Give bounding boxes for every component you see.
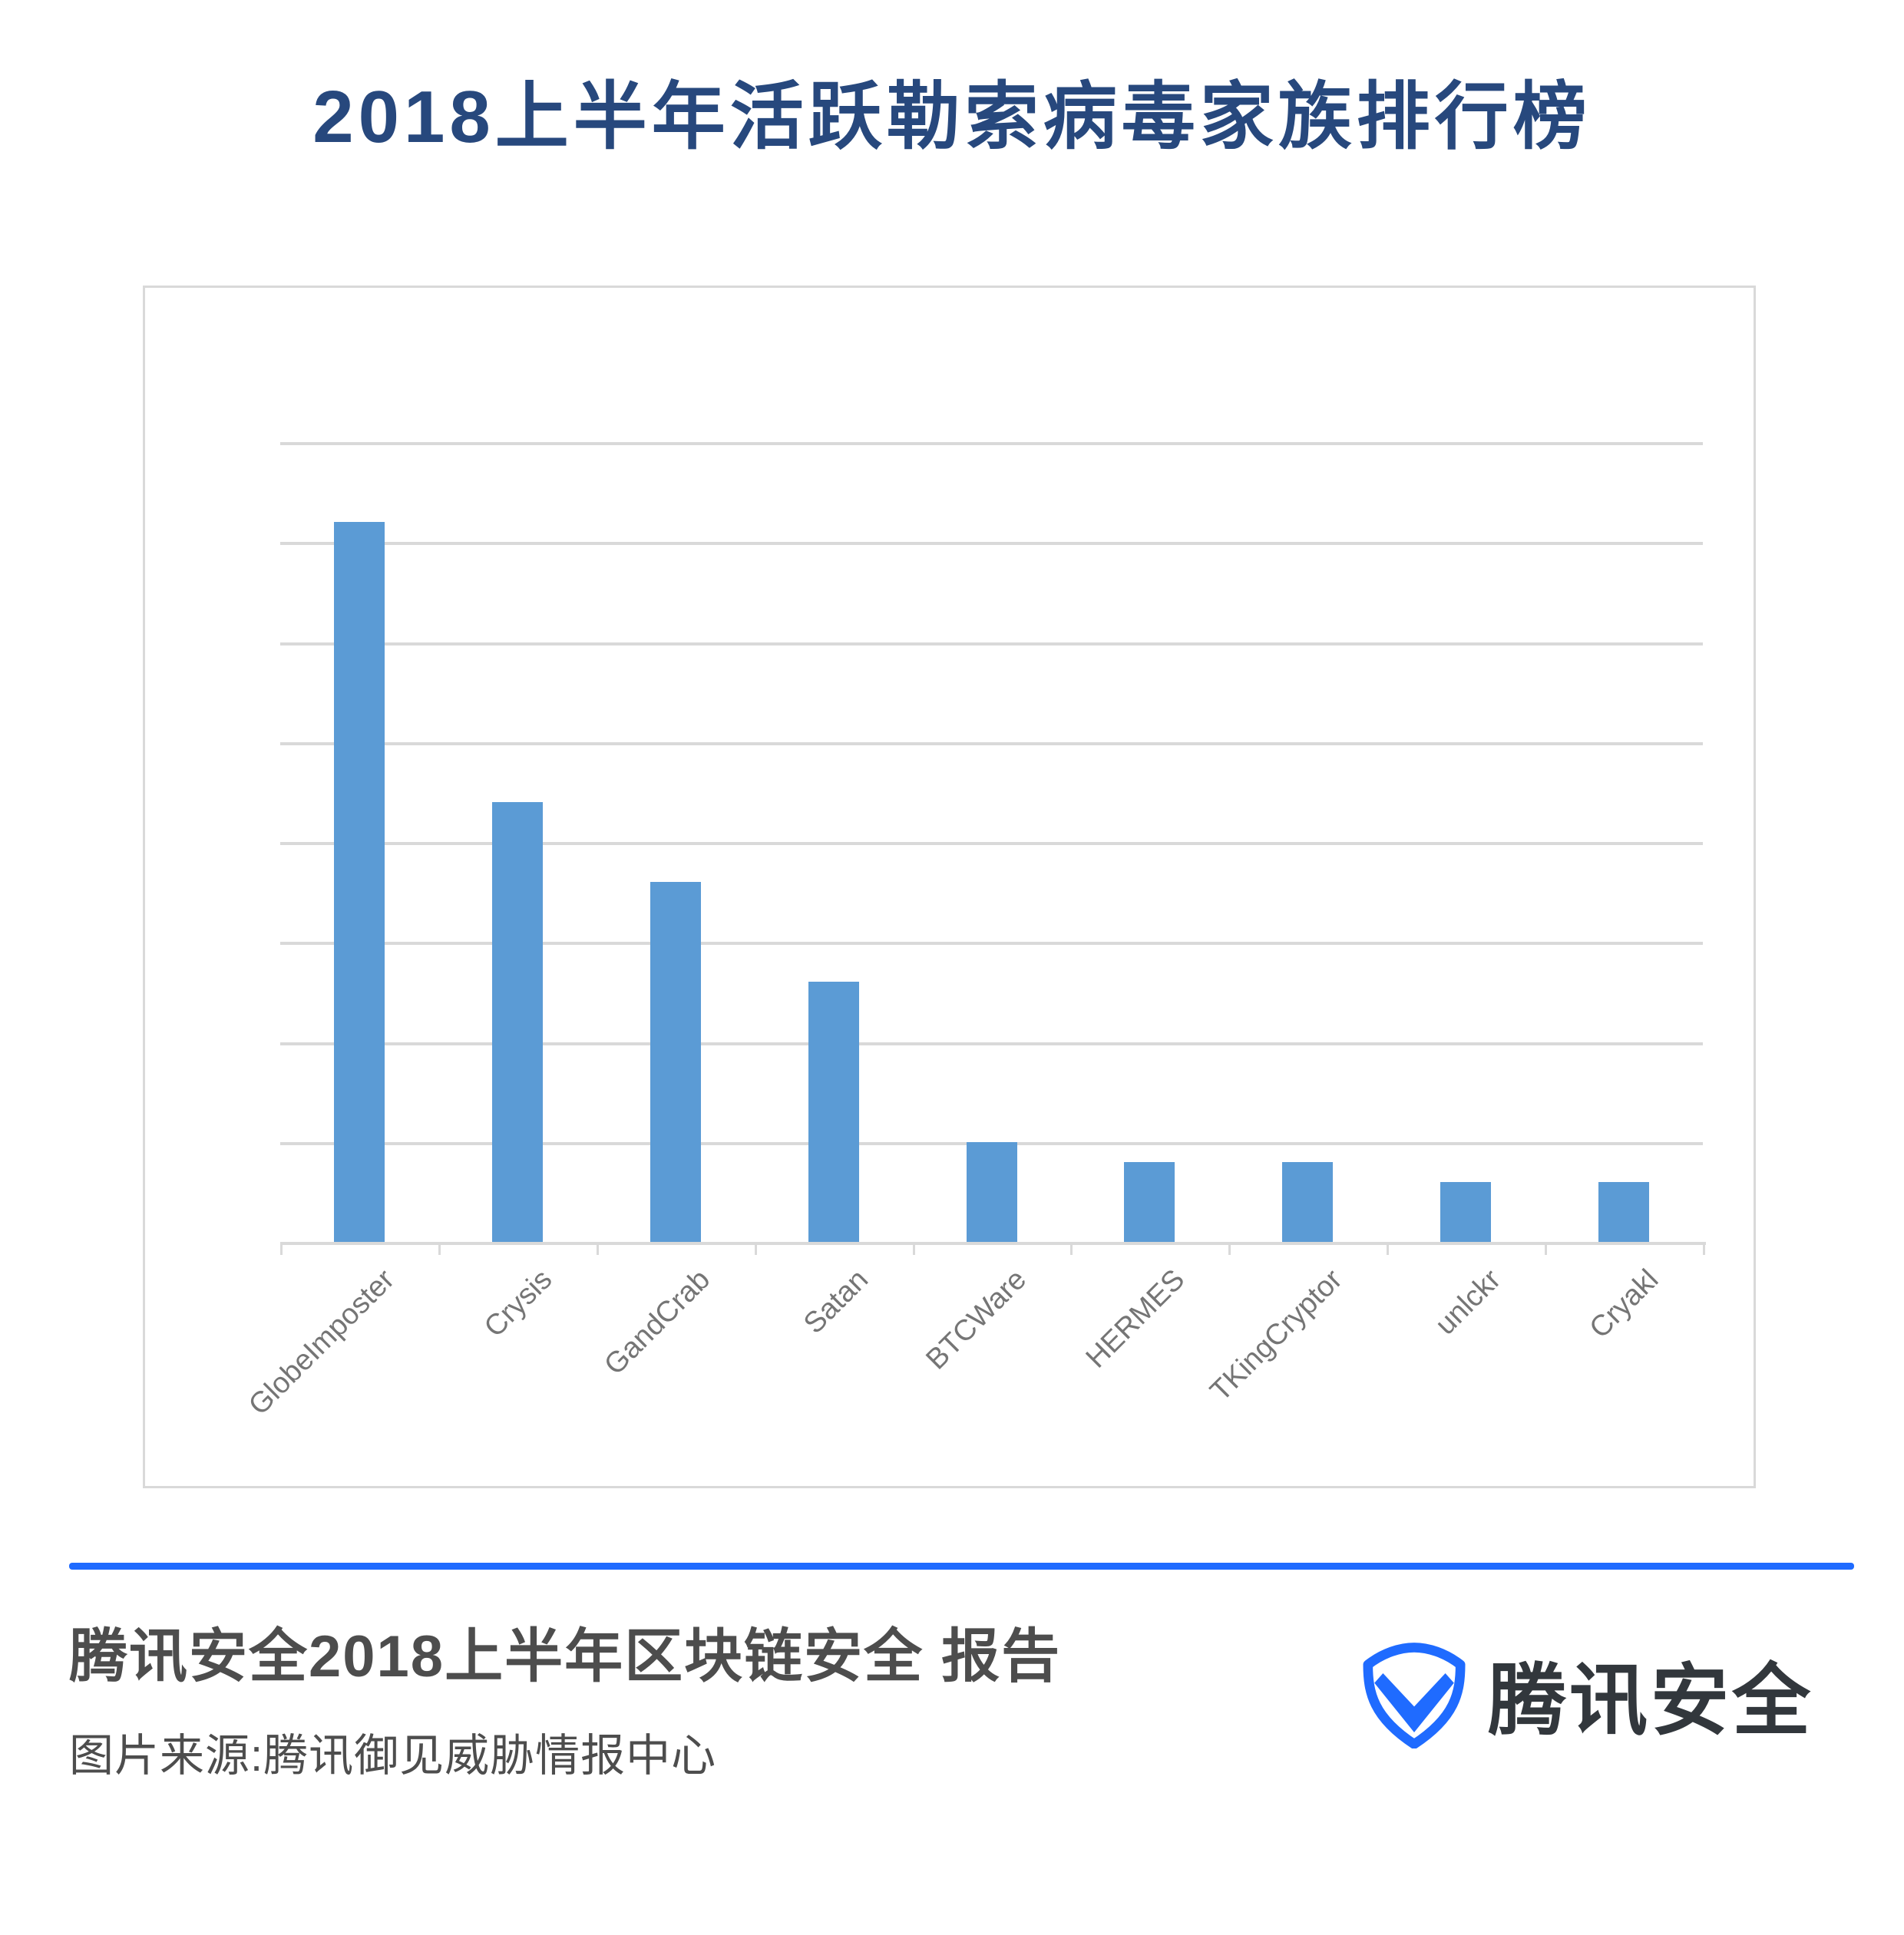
chart-panel: [143, 286, 1756, 1488]
shield-check-icon: [1363, 1642, 1466, 1748]
source-line: 图片来源:腾讯御见威胁情报中心: [69, 1731, 717, 1781]
footer-divider: [69, 1563, 1854, 1570]
chart-title: 2018上半年活跃勒索病毒家族排行榜: [312, 76, 1592, 158]
brand-logo-lockup: 腾讯安全: [1360, 1638, 1813, 1751]
report-title: 腾讯安全2018上半年区块链安全 报告: [69, 1624, 1062, 1689]
brand-name: 腾讯安全: [1488, 1657, 1813, 1745]
